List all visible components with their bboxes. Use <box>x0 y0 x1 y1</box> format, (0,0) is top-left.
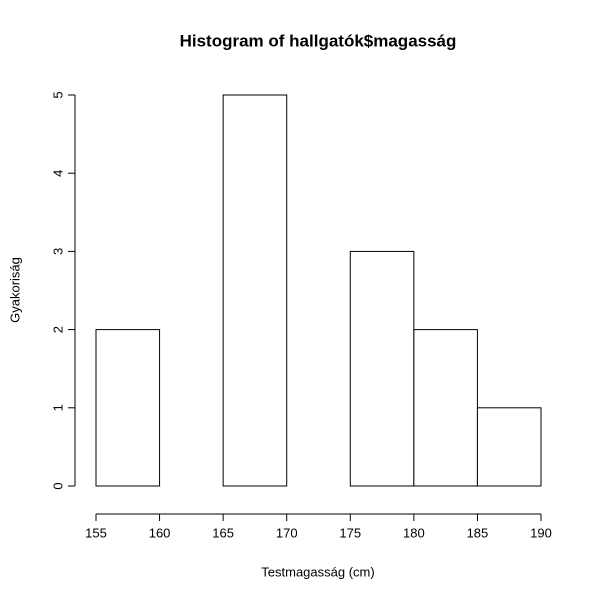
y-tick-label: 0 <box>50 482 65 489</box>
x-tick-label: 170 <box>276 525 298 540</box>
x-axis-label: Testmagasság (cm) <box>261 564 374 579</box>
y-axis-label: Gyakoriság <box>7 257 22 323</box>
x-tick-label: 180 <box>403 525 425 540</box>
x-tick-label: 175 <box>339 525 361 540</box>
bar <box>413 329 478 487</box>
y-tick-label: 4 <box>50 170 65 177</box>
bar <box>476 407 542 487</box>
bar <box>95 329 161 487</box>
y-tick-label: 2 <box>50 326 65 333</box>
x-tick-label: 160 <box>149 525 171 540</box>
x-tick-label: 155 <box>85 525 107 540</box>
x-tick-label: 165 <box>212 525 234 540</box>
chart-title: Histogram of hallgatók$magasság <box>180 31 457 50</box>
x-tick-label: 190 <box>530 525 552 540</box>
y-tick-label: 1 <box>50 404 65 411</box>
y-tick-label: 5 <box>50 91 65 98</box>
x-tick-label: 185 <box>467 525 489 540</box>
bar <box>349 250 415 487</box>
y-tick-label: 3 <box>50 248 65 255</box>
bar <box>222 94 288 487</box>
